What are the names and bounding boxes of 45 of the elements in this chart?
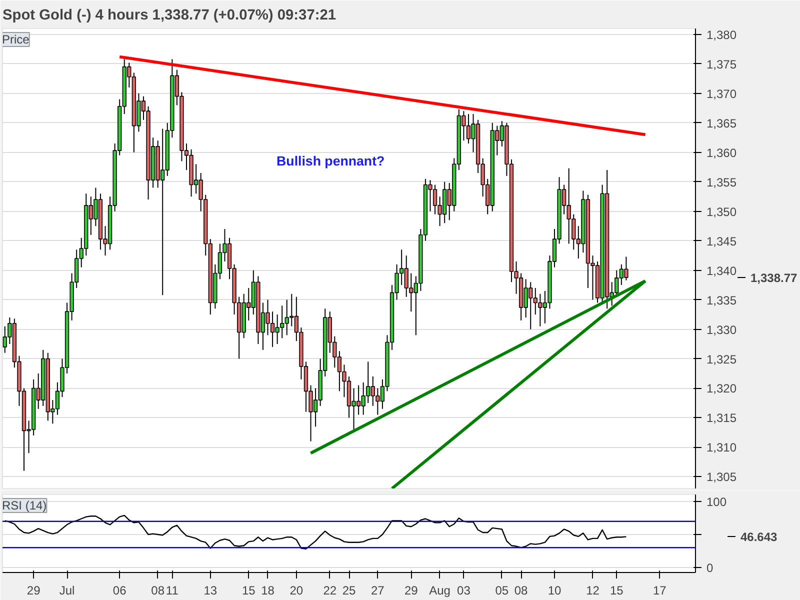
x-tick-label: 08 xyxy=(514,584,528,598)
x-tick-label: 05 xyxy=(495,584,509,598)
x-tick-label: 08 xyxy=(151,584,165,598)
y-tick-label: 1,310 xyxy=(706,440,737,455)
y-tick-label: 1,305 xyxy=(706,470,737,484)
x-tick-label: 29 xyxy=(26,584,41,598)
x-tick-label: 10 xyxy=(548,584,562,598)
y-tick-label: 1,350 xyxy=(706,204,737,219)
y-tick-label: 0 xyxy=(706,560,714,575)
x-tick-label: 15 xyxy=(610,584,624,598)
x-tick-label: 27 xyxy=(371,584,385,598)
y-tick-label: 1,370 xyxy=(706,86,737,101)
x-tick-label: 12 xyxy=(586,584,600,598)
y-tick-label: 1,325 xyxy=(706,352,737,366)
x-tick-label: 15 xyxy=(242,584,256,598)
x-tick-label: Jul xyxy=(59,584,75,598)
y-tick-label: 100 xyxy=(706,495,727,510)
x-tick-label: 11 xyxy=(166,584,179,598)
x-tick-label: Aug xyxy=(429,584,450,598)
y-tick-label: 1,355 xyxy=(706,175,737,190)
x-tick-label: 22 xyxy=(323,584,337,598)
x-tick-label: 18 xyxy=(261,584,275,598)
chart-title: Spot Gold (-) 4 hours 1,338.77 (+0.07%) 09:37:21 xyxy=(2,8,336,24)
y-tick-label: 1,365 xyxy=(706,116,737,130)
y-tick-label: 1,315 xyxy=(706,411,737,426)
y-tick-label: 1,360 xyxy=(706,146,737,160)
y-tick-label: 1,375 xyxy=(706,57,737,72)
y-tick-label: 1,330 xyxy=(706,322,737,337)
y-tick-label: 1,340 xyxy=(706,264,737,278)
y-tick-label: 1,335 xyxy=(706,293,737,308)
x-tick-label: 29 xyxy=(404,584,418,598)
y-tick-label: 1,320 xyxy=(706,382,737,396)
x-tick-label: 17 xyxy=(652,584,667,598)
x-tick-label: 03 xyxy=(457,584,471,598)
y-axis-title: Price xyxy=(2,32,30,46)
y-axis-title: RSI (14) xyxy=(2,498,47,512)
text: 46.643 xyxy=(740,530,778,544)
y-tick-label: 1,380 xyxy=(706,28,737,42)
y-tick-label: 1,345 xyxy=(706,234,737,248)
x-tick-label: 20 xyxy=(290,584,304,598)
x-tick-label: 25 xyxy=(342,584,356,598)
x-tick-label: 06 xyxy=(112,584,127,598)
x-tick-label: 13 xyxy=(204,584,218,598)
annotation: Bullish pennant? xyxy=(276,154,385,168)
text: 1,338.77 xyxy=(750,271,798,286)
